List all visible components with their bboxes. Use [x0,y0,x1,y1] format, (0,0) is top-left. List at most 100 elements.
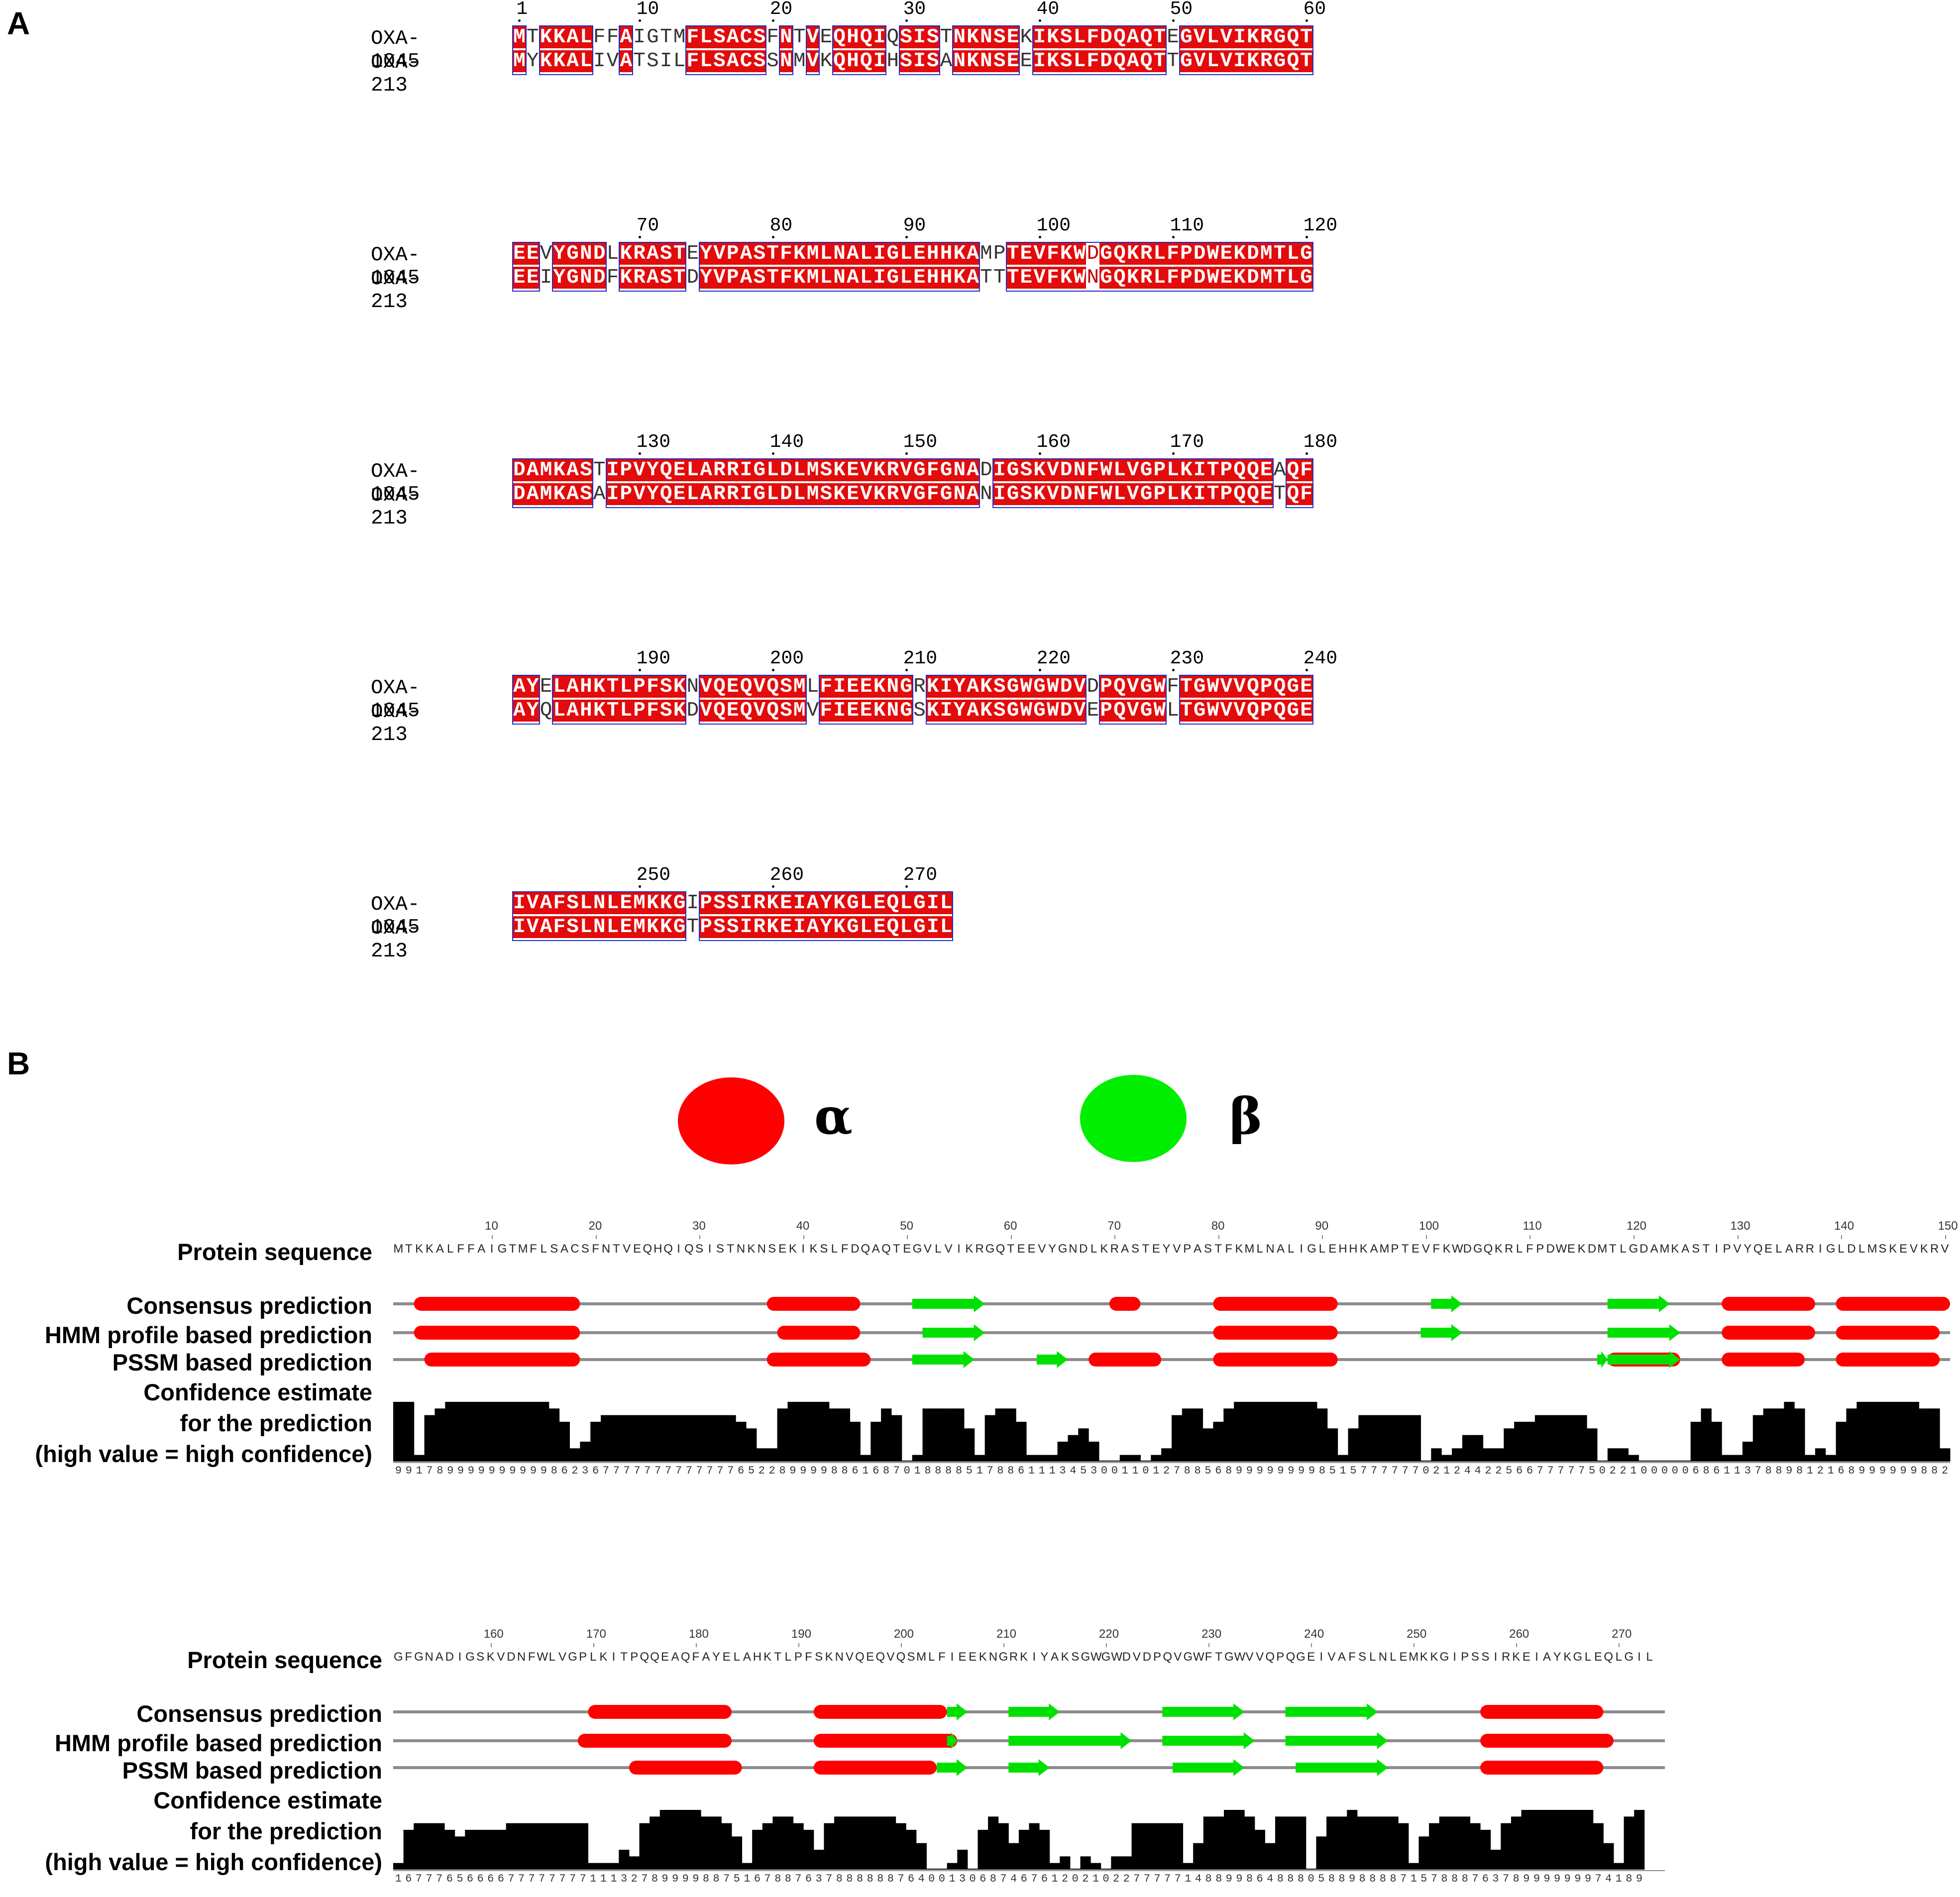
residue: V [1193,50,1206,73]
conservation-box [952,25,1020,75]
tick-mark [771,452,774,455]
residue: W [1099,483,1113,506]
residue: F [552,892,566,915]
conservation-box [552,675,687,725]
residue: K [539,26,553,49]
residue: S [579,483,593,506]
residue: N [1073,483,1087,506]
tick-mark [1038,452,1041,455]
residue: G [1099,242,1113,265]
residue: A [846,242,860,265]
residue: M [980,242,992,265]
residue: F [606,266,619,289]
residue: Q [713,699,726,722]
residue: I [872,242,886,265]
residue: A [646,242,659,265]
residue: A [566,26,579,49]
residue: I [1193,483,1206,506]
confidence-bar [1624,1816,1634,1870]
confidence-bar [978,1830,988,1870]
position-tick-label: 210 [903,648,938,669]
residue: A [966,266,980,289]
residue: Q [1286,26,1300,49]
residue: A [966,459,980,482]
confidence-bar [454,1836,465,1870]
residue: H [926,242,940,265]
residue: L [1153,242,1167,265]
residue: D [1099,26,1113,49]
residue: G [939,459,953,482]
residue: K [646,892,659,915]
residue: K [980,699,993,722]
residue: I [686,892,699,915]
tick-mark [905,236,908,238]
residue: T [1273,483,1286,506]
residue: Y [526,699,540,722]
residue: R [886,483,900,506]
residue: Q [659,459,673,482]
confidence-bar [577,1823,588,1870]
residue: I [992,459,1006,482]
confidence-bar [1531,1810,1542,1870]
residue: L [1206,50,1220,73]
confidence-bar [1552,1810,1563,1870]
residue: G [913,892,926,915]
residue: F [1046,266,1060,289]
residue: K [953,266,967,289]
strand-segment [947,1703,968,1720]
residue: T [1180,675,1193,698]
tick-mark [1305,19,1308,22]
residue: T [766,242,779,265]
residue: E [619,892,633,915]
confidence-bar [465,1830,476,1870]
tick-mark [1305,452,1308,455]
residue: D [592,266,606,289]
confidence-bar [711,1816,722,1870]
residue: V [1193,26,1206,49]
residue: H [886,50,899,73]
confidence-bar [967,1869,978,1870]
residue: D [779,483,793,506]
residue: N [579,242,593,265]
confidence-bar [1142,1823,1153,1870]
residue: W [1153,699,1167,722]
residue: G [1006,699,1020,722]
residue: L [899,266,913,289]
residue: D [980,459,992,482]
residue: V [1126,675,1140,698]
residue: E [686,242,699,265]
helix-segment [629,1761,742,1775]
strand-segment [1008,1703,1060,1720]
residue: Q [1233,483,1246,506]
residue: N [833,266,846,289]
confidence-bar [1583,1810,1594,1870]
residue: S [713,26,726,49]
residue: Q [739,699,753,722]
residue: L [1073,50,1087,73]
sequence-name: OXA-213 [371,51,420,97]
confidence-bar [1418,1836,1429,1870]
residue: R [713,483,726,506]
residue: G [1193,699,1206,722]
helix-segment [1480,1761,1604,1775]
position-tick-label: 120 [1303,215,1338,236]
conservation-box [552,242,607,292]
tick-mark [1305,669,1308,671]
residue: S [992,699,1006,722]
residue: A [966,675,980,698]
residue: H [579,675,593,698]
residue: K [619,242,633,265]
residue: A [526,483,540,506]
residue: G [1286,699,1300,722]
residue: L [1286,266,1300,289]
residue: G [753,483,766,506]
position-tick-label: 140 [769,431,804,453]
residue: I [739,892,753,915]
residue: P [633,699,646,722]
residue: E [1006,26,1020,49]
residue: S [819,483,833,506]
residue: T [606,675,620,698]
tick-mark [1038,669,1041,671]
confidence-bar [1439,1816,1450,1870]
residue: Q [540,699,552,722]
